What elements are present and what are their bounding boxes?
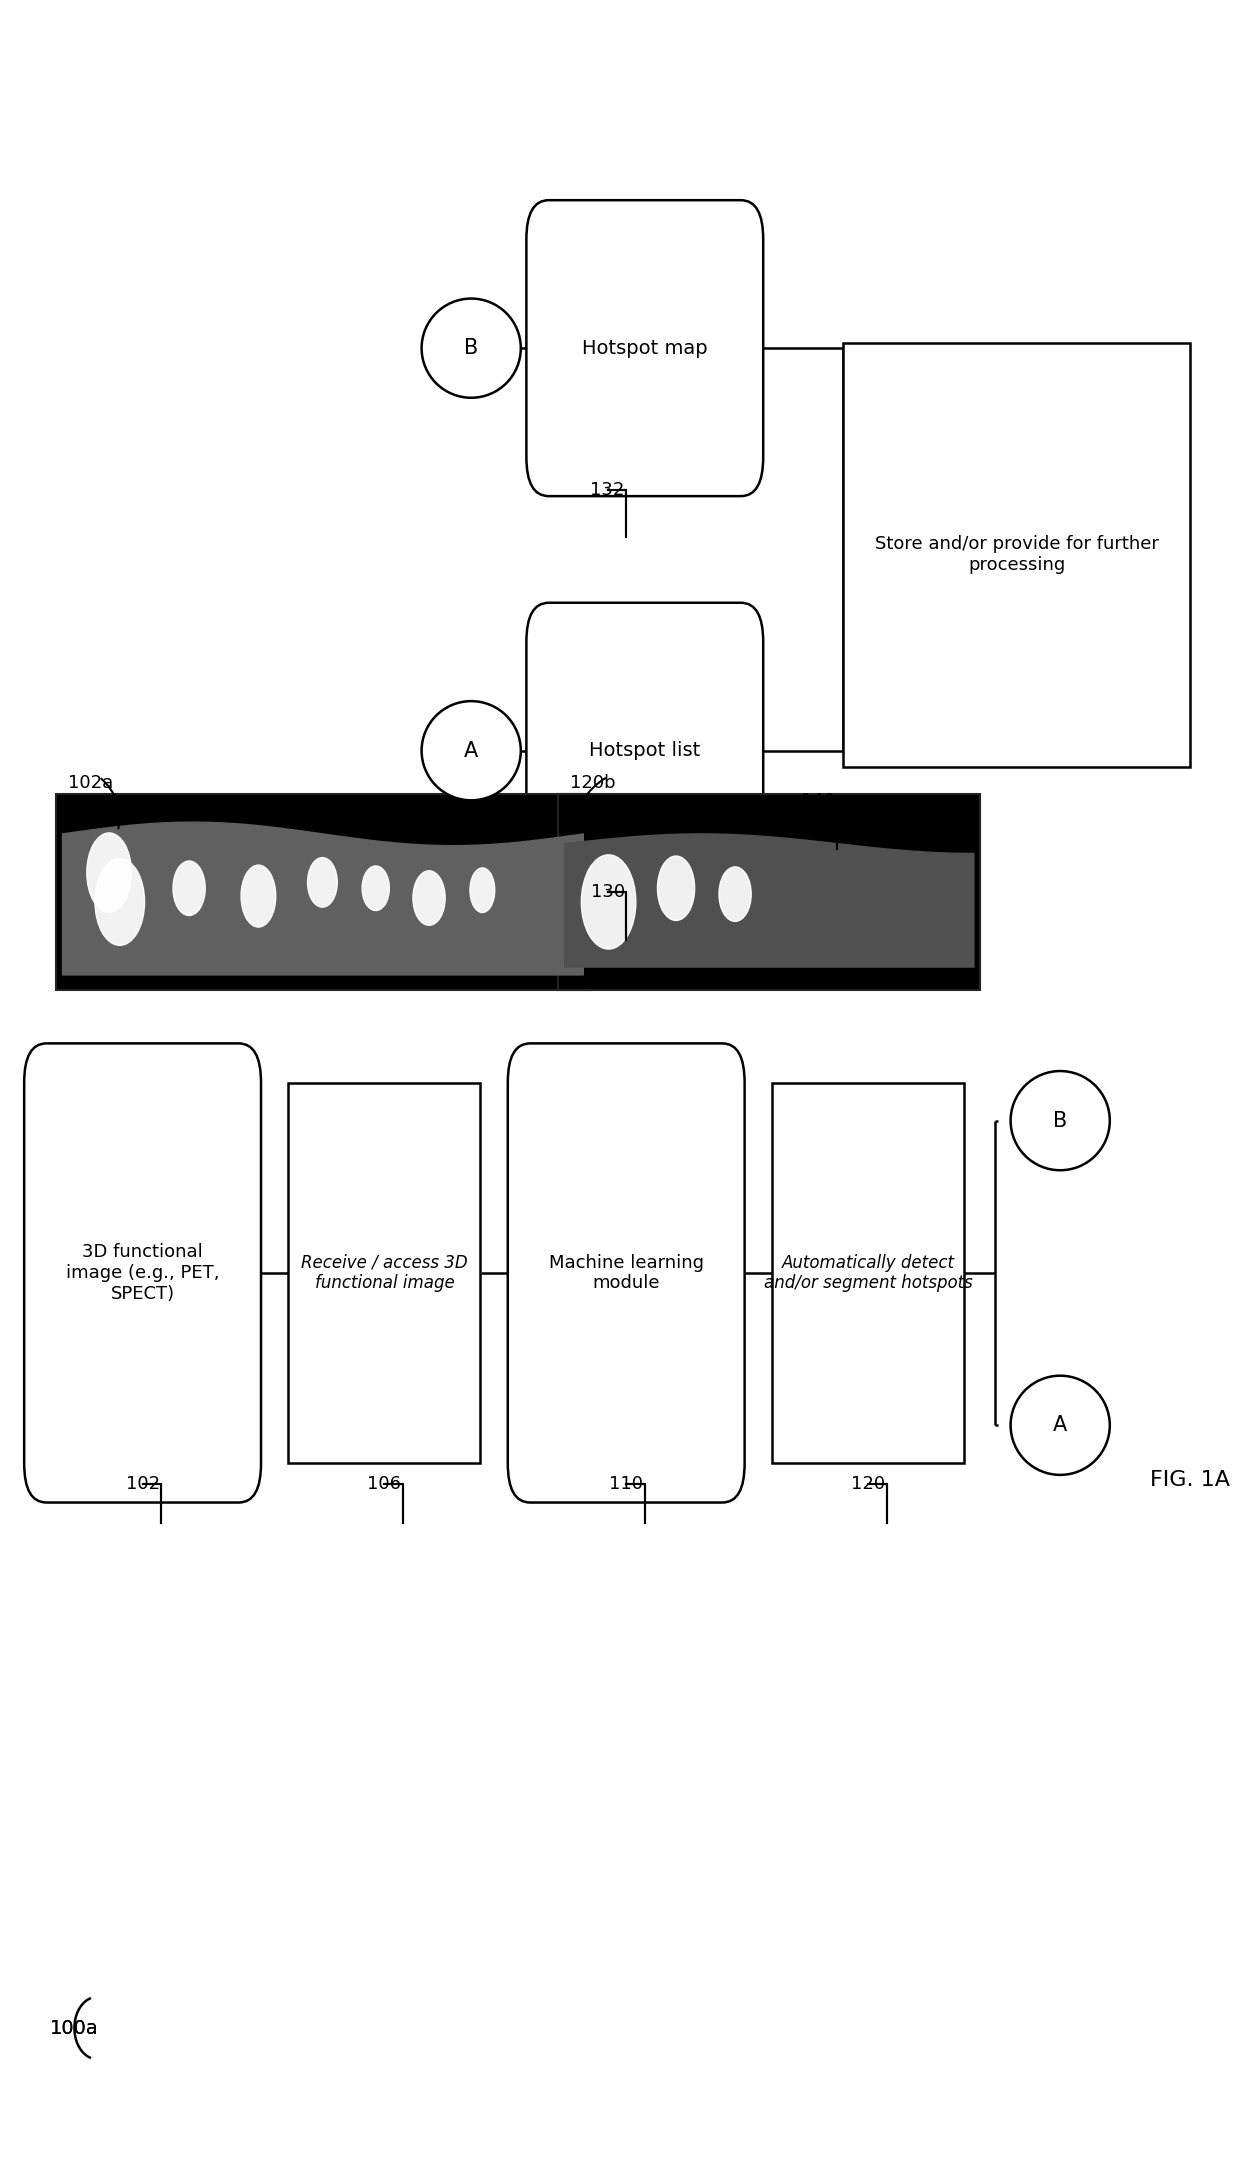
Text: Receive / access 3D
functional image: Receive / access 3D functional image (301, 1253, 467, 1293)
Text: 120b: 120b (570, 775, 616, 792)
FancyBboxPatch shape (288, 1084, 480, 1462)
Ellipse shape (1011, 1071, 1110, 1171)
Text: 102: 102 (125, 1475, 160, 1493)
Ellipse shape (174, 862, 206, 916)
Ellipse shape (95, 860, 145, 944)
Text: 106: 106 (367, 1475, 402, 1493)
Text: 140: 140 (801, 792, 836, 809)
Text: Store and/or provide for further
processing: Store and/or provide for further process… (875, 535, 1158, 574)
Ellipse shape (362, 866, 389, 910)
Text: Hotspot list: Hotspot list (589, 742, 701, 759)
Text: 100a: 100a (50, 2019, 98, 2037)
Text: 120: 120 (851, 1475, 885, 1493)
Ellipse shape (422, 298, 521, 398)
FancyBboxPatch shape (526, 200, 763, 496)
FancyBboxPatch shape (771, 1084, 965, 1462)
Text: 132: 132 (590, 481, 625, 498)
Text: B: B (1053, 1110, 1068, 1132)
Text: Automatically detect
and/or segment hotspots: Automatically detect and/or segment hots… (764, 1253, 972, 1293)
Ellipse shape (413, 870, 445, 925)
Text: 102a: 102a (68, 775, 113, 792)
Text: 110: 110 (609, 1475, 644, 1493)
Ellipse shape (241, 866, 275, 927)
Ellipse shape (308, 857, 337, 907)
Text: A: A (1053, 1414, 1068, 1436)
FancyBboxPatch shape (508, 1044, 744, 1501)
Text: Machine learning
module: Machine learning module (549, 1253, 704, 1293)
FancyBboxPatch shape (25, 1044, 262, 1501)
Ellipse shape (422, 701, 521, 801)
Ellipse shape (719, 866, 751, 920)
Text: Hotspot map: Hotspot map (582, 339, 708, 357)
Ellipse shape (1011, 1375, 1110, 1475)
Ellipse shape (470, 868, 495, 912)
Text: 130: 130 (590, 883, 625, 901)
Text: 100a: 100a (50, 2019, 98, 2037)
Ellipse shape (657, 855, 694, 920)
Ellipse shape (87, 833, 131, 912)
FancyBboxPatch shape (558, 794, 980, 990)
Text: FIG. 1A: FIG. 1A (1151, 1469, 1230, 1491)
FancyBboxPatch shape (843, 342, 1190, 768)
Ellipse shape (582, 855, 636, 949)
Text: A: A (464, 740, 479, 762)
Text: 3D functional
image (e.g., PET,
SPECT): 3D functional image (e.g., PET, SPECT) (66, 1242, 219, 1303)
FancyBboxPatch shape (526, 603, 763, 899)
FancyBboxPatch shape (56, 794, 589, 990)
Text: B: B (464, 337, 479, 359)
